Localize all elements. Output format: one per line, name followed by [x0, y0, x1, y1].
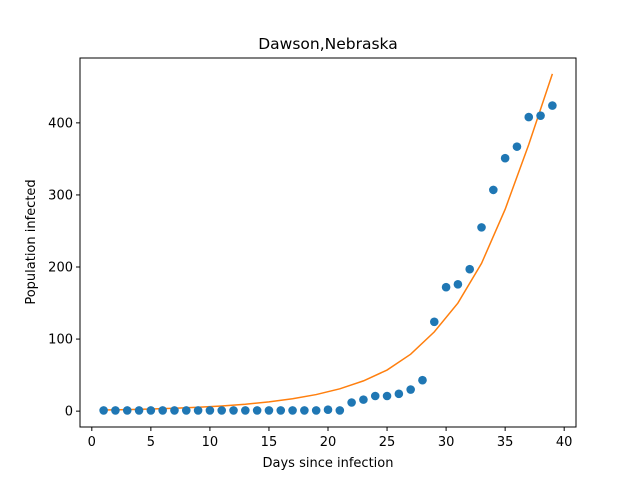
data-point	[158, 406, 167, 415]
data-point	[229, 406, 238, 415]
x-tick-label: 10	[202, 435, 219, 450]
fit-curve	[103, 73, 554, 411]
y-tick-label: 300	[48, 188, 73, 203]
data-point	[359, 395, 368, 404]
data-point	[512, 142, 522, 151]
data-point	[146, 406, 156, 415]
x-axis-label: Days since infection	[263, 456, 394, 471]
data-point	[394, 389, 404, 399]
data-point	[217, 406, 227, 415]
data-point	[536, 111, 545, 120]
x-tick-label: 20	[320, 435, 337, 450]
data-point	[193, 406, 203, 415]
data-point	[170, 406, 179, 415]
chart-title: Dawson,Nebraska	[258, 35, 398, 53]
data-point	[288, 406, 297, 415]
data-point	[323, 405, 333, 415]
data-point	[441, 282, 451, 292]
x-tick-label: 35	[497, 435, 514, 450]
data-point	[453, 280, 463, 289]
data-point	[406, 385, 415, 394]
data-point	[524, 112, 534, 122]
plot-area	[99, 73, 557, 415]
data-point	[465, 264, 475, 274]
plot-frame	[79, 57, 577, 428]
x-tick-label: 25	[379, 435, 396, 450]
data-point	[418, 375, 427, 385]
data-point	[134, 406, 144, 415]
data-point	[429, 317, 439, 327]
y-tick-label: 200	[48, 261, 73, 276]
data-point	[548, 101, 557, 110]
data-point	[241, 406, 250, 415]
x-tick-label: 5	[147, 435, 155, 450]
x-axis: 0 5 10 15 20 25 30 35 40	[88, 427, 573, 450]
data-point	[347, 398, 356, 407]
data-point	[335, 406, 345, 415]
data-point	[205, 406, 215, 415]
data-point	[276, 406, 286, 415]
data-point	[111, 406, 120, 415]
y-tick-label: 0	[65, 405, 73, 420]
data-point	[264, 406, 274, 415]
x-tick-label: 15	[261, 435, 278, 450]
data-point	[300, 406, 309, 415]
data-point	[370, 391, 380, 401]
y-axis: 0 100 200 300 400	[48, 116, 80, 420]
data-point	[382, 391, 392, 401]
y-tick-label: 100	[48, 333, 73, 348]
data-point	[500, 153, 510, 163]
data-point	[122, 406, 132, 415]
y-axis-label: Population infected	[24, 179, 39, 304]
x-tick-label: 40	[556, 435, 573, 450]
x-tick-label: 0	[88, 435, 96, 450]
data-point	[252, 406, 262, 415]
data-point	[99, 406, 108, 415]
y-tick-label: 400	[48, 116, 73, 131]
data-point	[311, 406, 321, 415]
data-point	[489, 185, 498, 195]
data-point	[477, 223, 486, 232]
x-tick-label: 30	[438, 435, 455, 450]
data-point	[181, 406, 191, 415]
